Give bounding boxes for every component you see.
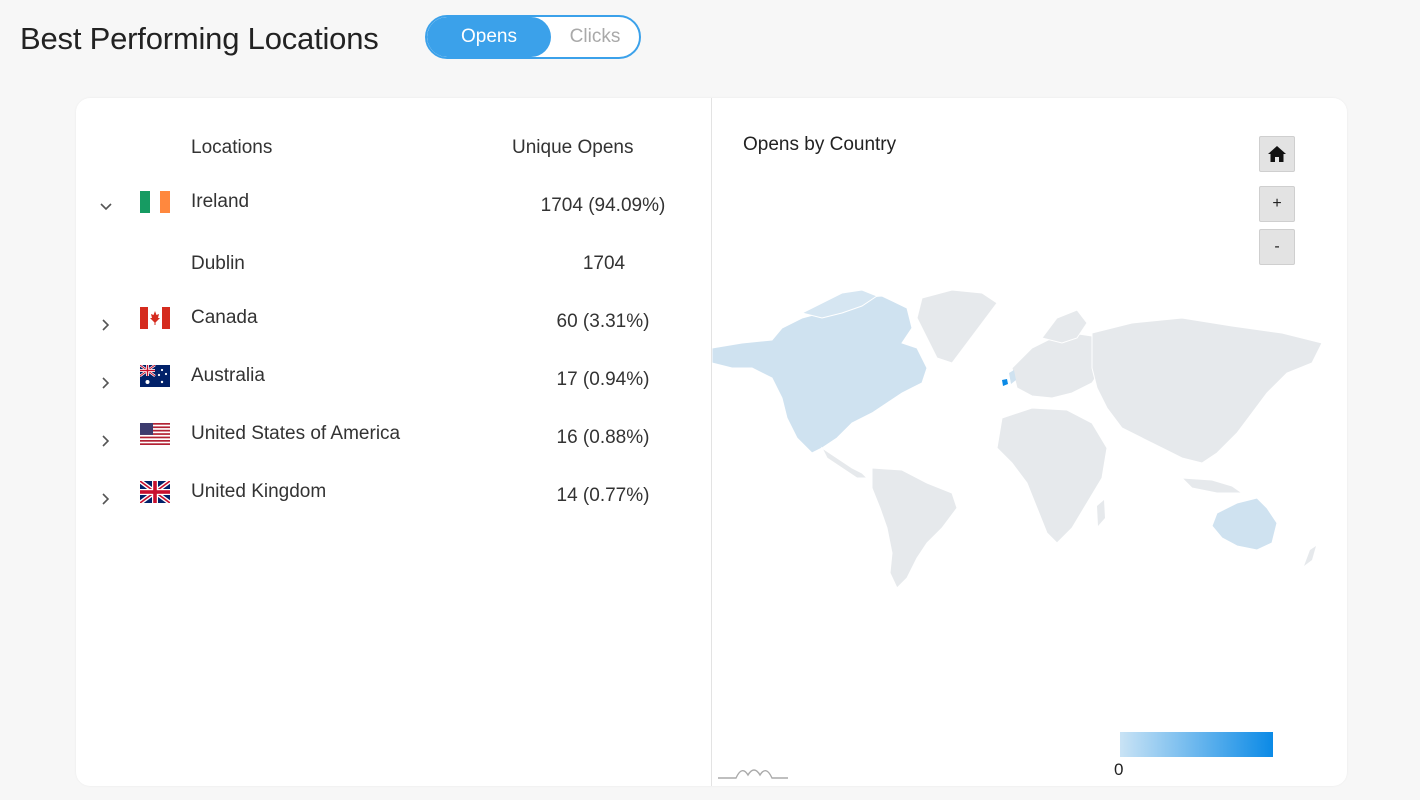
uk-flag-icon	[140, 481, 170, 503]
location-name: Ireland	[191, 191, 250, 212]
location-row-uk[interactable]: United Kingdom 14 (0.77%)	[76, 481, 711, 521]
location-value: 1704 (94.09%)	[540, 195, 666, 216]
home-icon	[1268, 146, 1286, 162]
location-name: United States of America	[191, 423, 401, 444]
location-name: Canada	[191, 307, 258, 328]
map-title: Opens by Country	[743, 134, 897, 155]
world-map[interactable]	[712, 288, 1324, 598]
location-row-australia[interactable]: Australia 17 (0.94%)	[76, 365, 711, 405]
usa-flag-icon	[140, 423, 170, 445]
map-ireland	[1002, 379, 1008, 386]
map-new-zealand	[1304, 546, 1316, 566]
map-home-button[interactable]	[1259, 136, 1295, 172]
chevron-right-icon[interactable]	[98, 375, 114, 391]
page-title: Best Performing Locations	[20, 21, 379, 56]
map-scandinavia	[1041, 309, 1088, 344]
opens-clicks-toggle[interactable]: Opens Clicks	[425, 15, 641, 59]
location-row-usa[interactable]: United States of America 16 (0.88%)	[76, 423, 711, 463]
map-uk	[1009, 370, 1016, 384]
map-zoom-in-button[interactable]: +	[1259, 186, 1295, 222]
toggle-clicks[interactable]: Clicks	[569, 26, 621, 47]
map-zoom-out-button[interactable]: -	[1259, 229, 1295, 265]
chevron-right-icon[interactable]	[98, 491, 114, 507]
map-legend-gradient	[1120, 732, 1273, 757]
chevron-down-icon[interactable]	[98, 199, 114, 215]
location-name: Dublin	[191, 253, 245, 274]
australia-flag-icon	[140, 365, 170, 387]
header-locations: Locations	[191, 137, 273, 158]
toggle-opens[interactable]: Opens	[427, 17, 551, 57]
location-value: 1704	[582, 253, 626, 274]
map-africa	[996, 407, 1108, 544]
chevron-right-icon[interactable]	[98, 317, 114, 333]
map-madagascar	[1097, 500, 1105, 526]
location-row-canada[interactable]: Canada 60 (3.31%)	[76, 307, 711, 347]
chevron-right-icon[interactable]	[98, 433, 114, 449]
canada-flag-icon	[140, 307, 170, 329]
map-central-america	[820, 446, 869, 479]
map-greenland	[916, 289, 998, 364]
map-asia	[1091, 317, 1323, 464]
map-indonesia	[1180, 477, 1244, 494]
locations-card: Locations Unique Opens Ireland 1704 (94.…	[76, 98, 1347, 786]
location-subrow-dublin: Dublin 1704	[76, 253, 711, 293]
location-name: United Kingdom	[191, 481, 327, 502]
location-value: 14 (0.77%)	[556, 485, 650, 506]
location-value: 16 (0.88%)	[556, 427, 650, 448]
header-unique-opens: Unique Opens	[512, 137, 634, 158]
map-south-america	[871, 467, 958, 589]
location-value: 17 (0.94%)	[556, 369, 650, 390]
map-north-america	[712, 295, 928, 454]
divider	[711, 98, 712, 786]
location-name: Australia	[191, 365, 265, 386]
location-value: 60 (3.31%)	[556, 311, 650, 332]
map-australia	[1211, 497, 1278, 551]
chart-logo-icon[interactable]	[718, 761, 788, 781]
map-legend-min: 0	[1114, 760, 1124, 779]
map-arctic-islands	[800, 289, 879, 319]
location-row-ireland[interactable]: Ireland 1704 (94.09%)	[76, 191, 711, 231]
ireland-flag-icon	[140, 191, 170, 213]
